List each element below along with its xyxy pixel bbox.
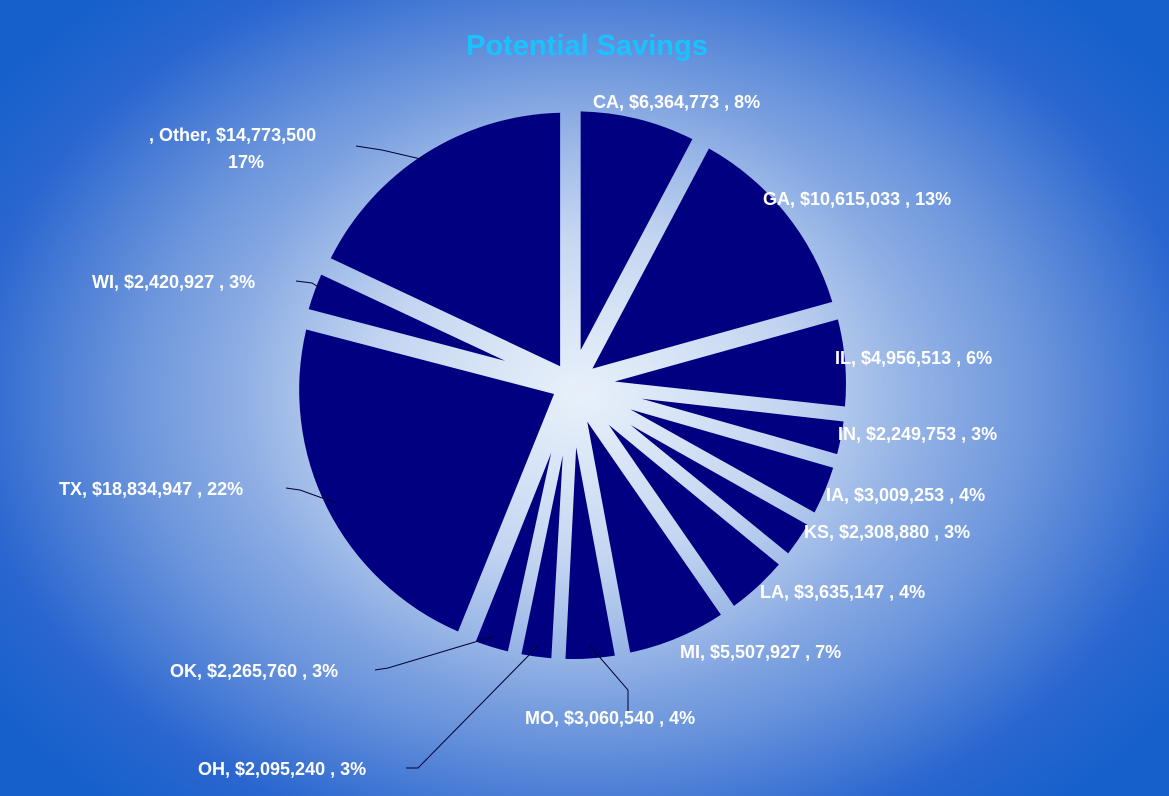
pie-slice-tx [299,329,555,632]
slice-label-ia: IA, $3,009,253 , 4% [826,485,985,505]
pie-slice-mo [565,447,615,659]
pie-slices [299,111,846,659]
slice-labels: CA, $6,364,773 , 8% GA, $10,615,033 , 13%… [59,92,997,779]
pie-slice-ok [475,452,552,652]
pie-slice-ga [592,148,833,369]
leader-line-ok [374,635,496,671]
pie-slice-mi [587,421,721,653]
pie-slice-in [641,398,844,455]
slice-label-tx: TX, $18,834,947 , 22% [59,479,243,499]
pie-slice-ks [630,425,808,554]
leader-line-tx [285,487,337,504]
slice-label-il: IL, $4,956,513 , 6% [835,348,992,368]
chart-title: Potential Savings [466,30,708,62]
pie-slice-la [608,424,779,606]
leader-line-other [355,145,426,161]
pie-slice-ca [580,111,693,351]
pie-slice-il [614,319,846,407]
pie-slice-ia [630,409,834,513]
slice-label-mi: MI, $5,507,927 , 7% [680,642,841,662]
pie-slice-other [330,112,561,367]
slice-label-in: IN, $2,249,753 , 3% [838,424,997,444]
slice-label-ca: CA, $6,364,773 , 8% [593,92,760,112]
slice-label-ga: GA, $10,615,033 , 13% [763,189,951,209]
leader-line-wi [295,280,321,289]
slice-label-la: LA, $3,635,147 , 4% [760,582,925,602]
leader-lines [285,145,629,769]
leader-line-mo [589,645,629,712]
slice-label-oh: OH, $2,095,240 , 3% [198,759,366,779]
slice-label-mo: MO, $3,060,540 , 4% [525,708,695,728]
pie-slice-oh [521,455,563,659]
slice-label-other: , Other, $14,773,500 17% [149,125,316,172]
pie-slice-wi [308,274,506,361]
slice-label-ks: KS, $2,308,880 , 3% [804,522,970,542]
slice-label-wi: WI, $2,420,927 , 3% [92,272,255,292]
leader-line-oh [406,645,539,769]
slice-label-ok: OK, $2,265,760 , 3% [170,661,338,681]
